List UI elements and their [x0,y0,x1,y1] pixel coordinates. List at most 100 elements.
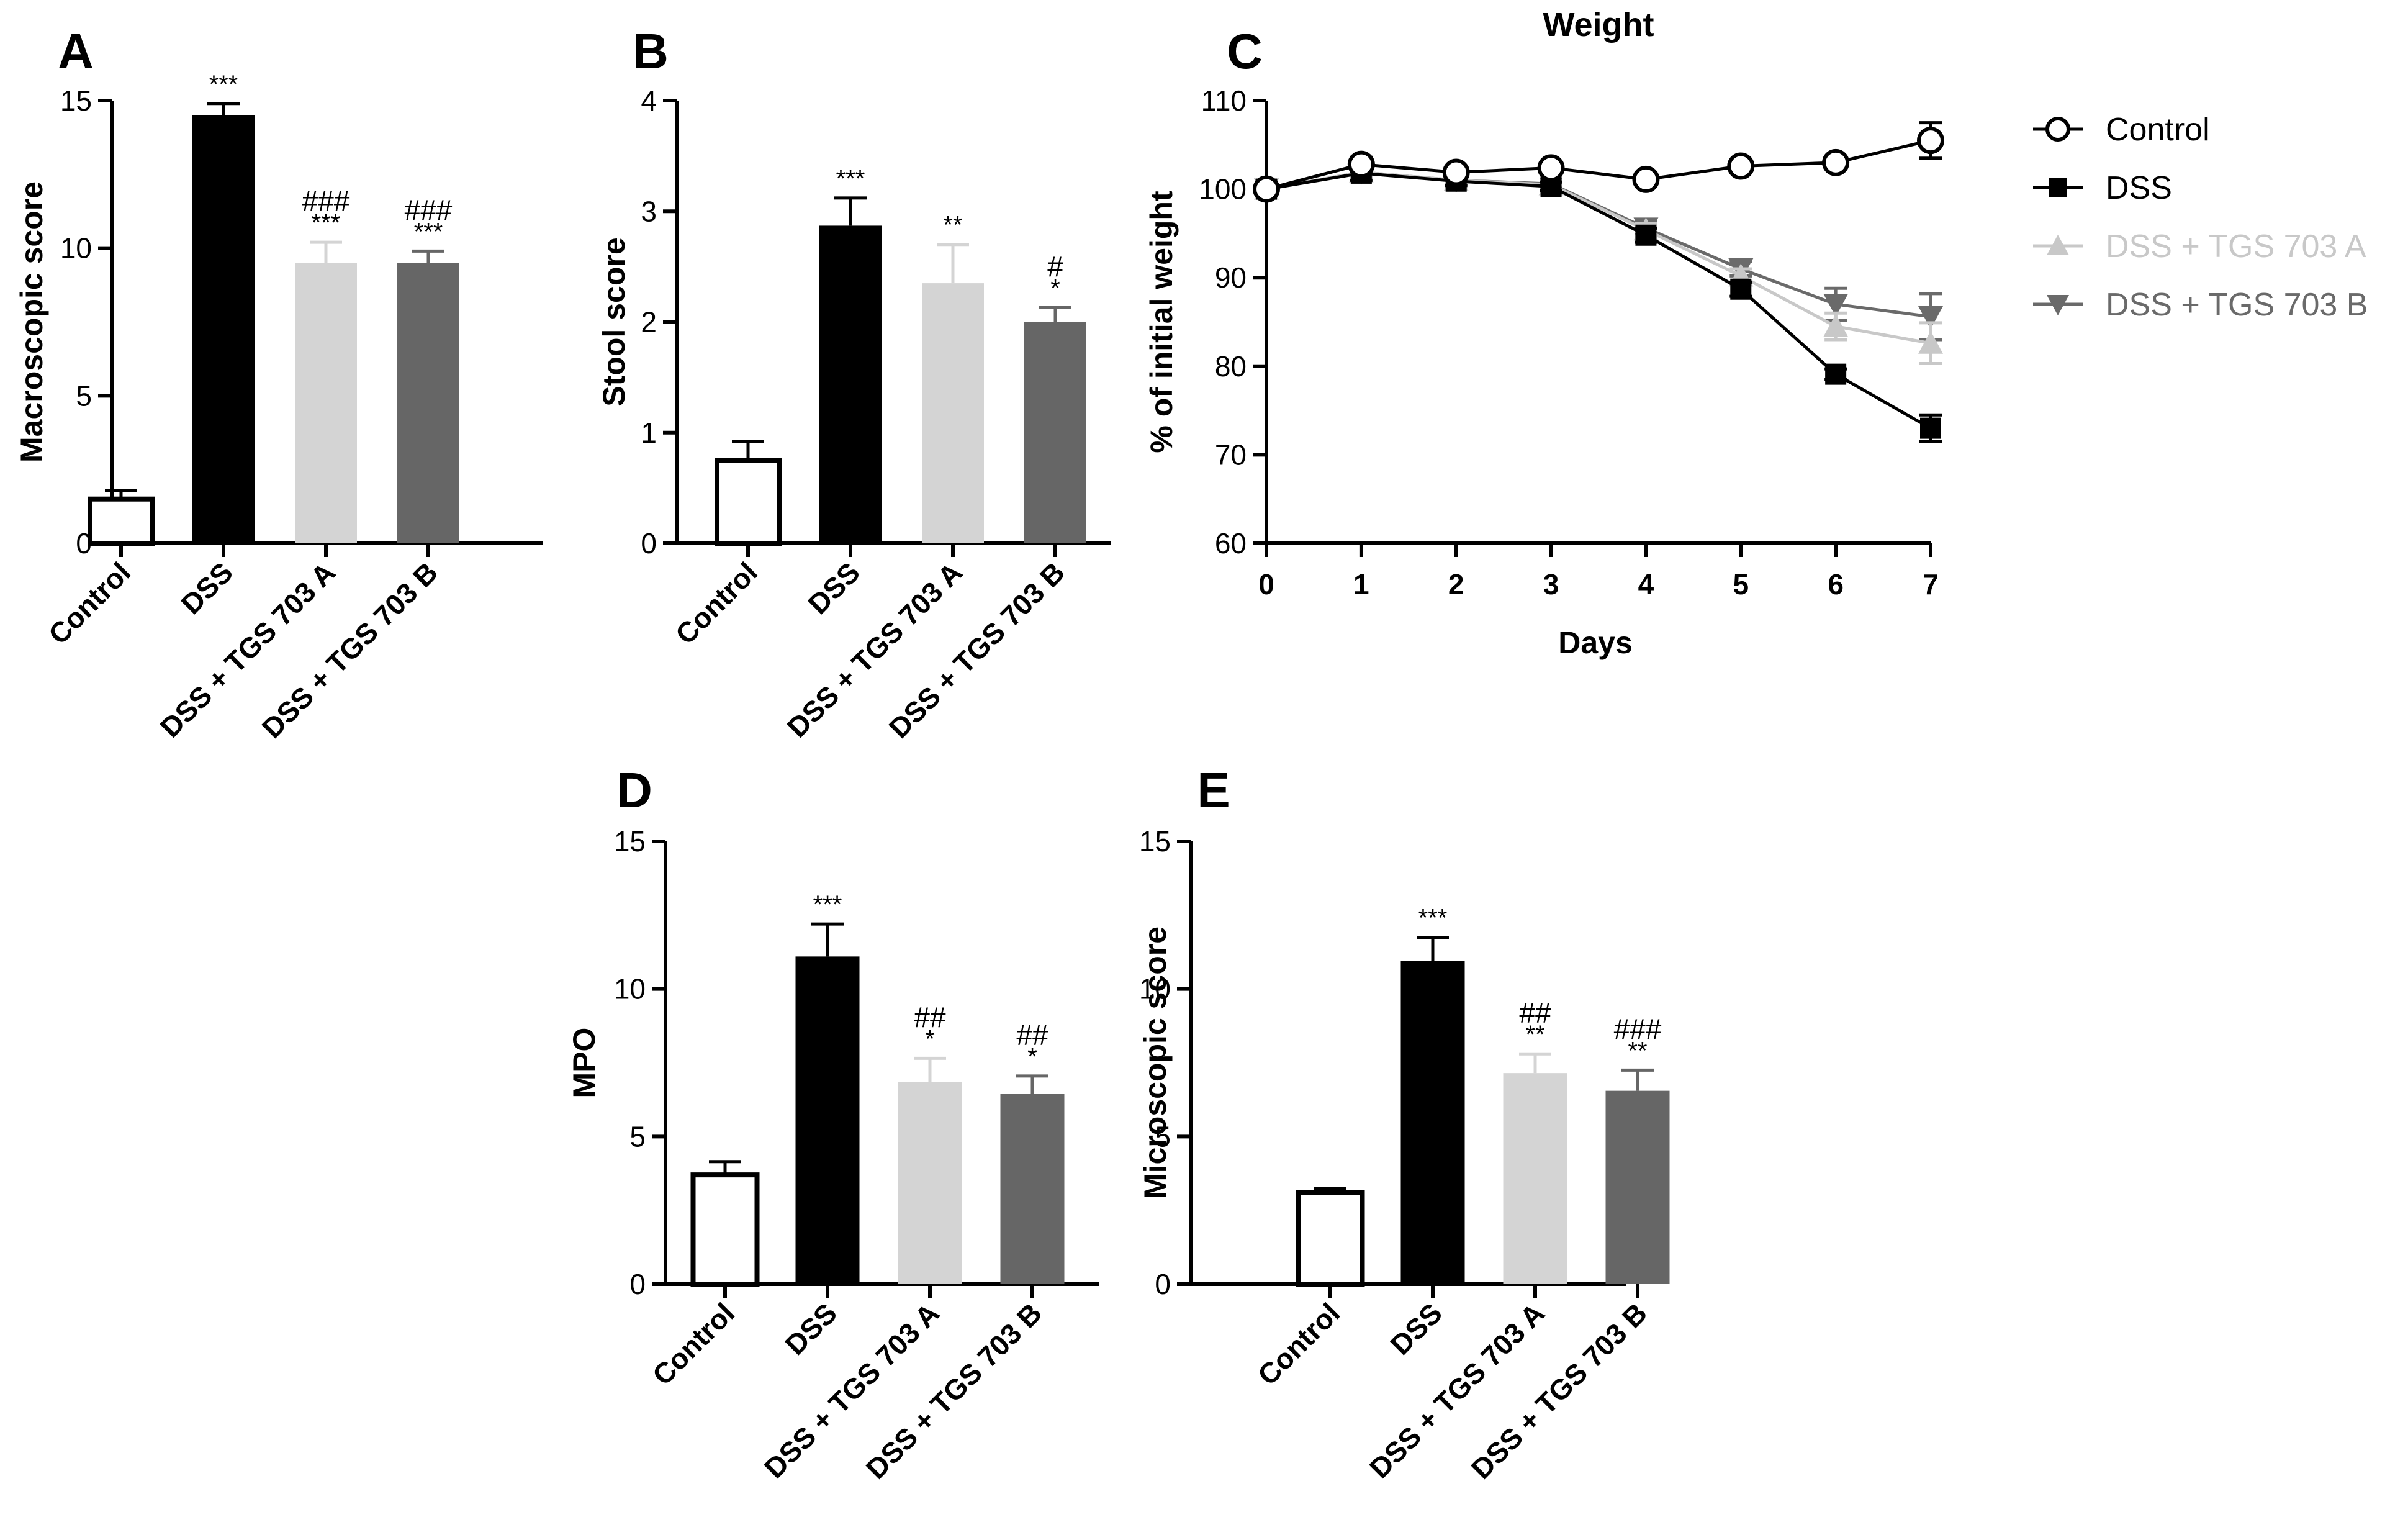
y-tick-label: 5 [76,379,92,412]
data-point [1347,150,1375,178]
y-tick-label: 10 [60,232,92,265]
significance-hash: ## [914,1001,946,1033]
series-line [1266,171,1932,430]
panel-letter: D [616,763,652,818]
data-point [1635,224,1657,246]
y-tick-label: 4 [641,84,657,117]
series-line [1266,138,1931,191]
panel-letter: E [1197,763,1230,818]
y-axis-title: MPO [567,1028,602,1098]
panel-letter: A [58,24,94,79]
significance-hash: ## [1519,997,1551,1029]
significance-star: ** [943,212,962,239]
data-point [1920,417,1941,439]
y-tick-label: 70 [1215,438,1247,471]
data-point [2047,295,2069,315]
y-tick-label: 3 [641,195,657,227]
y-axis-title: Macroscopic score [14,181,49,463]
data-point [2045,117,2070,142]
y-axis-title: Stool score [597,237,631,406]
x-tick-label: 3 [1543,568,1559,600]
series-0 [1253,121,1944,203]
data-point [1823,314,1849,337]
significance-star: *** [414,218,443,245]
legend-label: DSS + TGS 703 B [2106,287,2368,323]
y-tick-label: 15 [60,84,92,117]
x-tick-label: 4 [1638,568,1654,600]
x-tick-label: 6 [1828,568,1844,600]
y-tick-label: 0 [629,1268,646,1300]
bar [1400,961,1465,1284]
y-tick-label: 10 [1139,973,1171,1005]
data-point [1918,330,1943,354]
significance-star: ** [1628,1037,1647,1064]
bar [1605,1090,1670,1284]
y-tick-label: 5 [629,1120,646,1152]
bar [397,263,459,543]
y-tick-label: 100 [1199,173,1247,206]
bar [295,263,357,543]
significance-hash: # [1047,250,1063,283]
data-point [1727,152,1755,180]
significance-hash: ### [1614,1013,1662,1045]
data-point [1825,363,1847,385]
bar [898,1082,962,1284]
data-point [1918,306,1943,329]
data-point [1253,175,1280,203]
legend: Control DSS DSS + TGS 703 A DSS + TGS 703 B [2033,112,2368,323]
y-tick-label: 0 [641,527,657,559]
data-point [1537,154,1565,182]
data-point [1442,158,1470,186]
x-tick-label: 2 [1448,568,1464,600]
x-tick-label: 0 [1258,568,1274,600]
y-tick-label: 0 [1155,1268,1171,1300]
significance-hash: ### [302,185,350,217]
x-tick-label: 1 [1353,568,1369,600]
legend-label: Control [2106,112,2210,148]
panel-c: C Weight 60 70 80 90 100 110 0 1 2 3 4 5 6 7 Days % of in… [1144,6,1939,660]
y-tick-label: 1 [641,417,657,449]
y-tick-label: 15 [614,825,646,858]
data-point [1917,127,1944,155]
data-point [2049,178,2067,197]
y-tick-label: 10 [614,973,646,1005]
chart-title: Weight [1543,6,1654,43]
significance-star: * [925,1025,935,1053]
x-tick-label: 7 [1923,568,1939,600]
bar [1024,322,1086,543]
legend-label: DSS + TGS 703 A [2106,229,2366,265]
y-axis-title: Microscopic score [1138,926,1173,1199]
y-tick-label: 110 [1201,84,1247,117]
x-tick-label: 5 [1733,568,1749,600]
significance-star: *** [312,209,341,237]
data-point [1822,148,1850,176]
bar [88,496,155,546]
significance-hash: ## [1016,1019,1048,1051]
y-axis-title: % of initial weight [1144,191,1179,453]
significance-star: * [1027,1043,1037,1071]
bar [1000,1094,1065,1284]
significance-hash: ### [405,194,453,226]
bar [715,458,782,546]
y-tick-label: 15 [1139,825,1171,858]
bar [1296,1190,1365,1287]
data-point [1730,278,1752,300]
bar [819,225,882,543]
significance-star: *** [209,71,238,98]
bar [1503,1073,1567,1284]
data-point [2047,235,2069,255]
significance-star: *** [813,891,842,918]
y-tick-label: 60 [1215,527,1247,559]
y-tick-label: 80 [1215,350,1247,383]
data-point [1823,293,1849,317]
data-point [1632,165,1660,193]
significance-star: ** [1525,1021,1544,1048]
legend-label: DSS [2106,170,2172,206]
bar [192,115,255,543]
panel-letter: C [1227,24,1263,79]
significance-star: *** [836,165,865,192]
x-axis-title: Days [1558,625,1633,660]
significance-star: * [1050,274,1060,302]
